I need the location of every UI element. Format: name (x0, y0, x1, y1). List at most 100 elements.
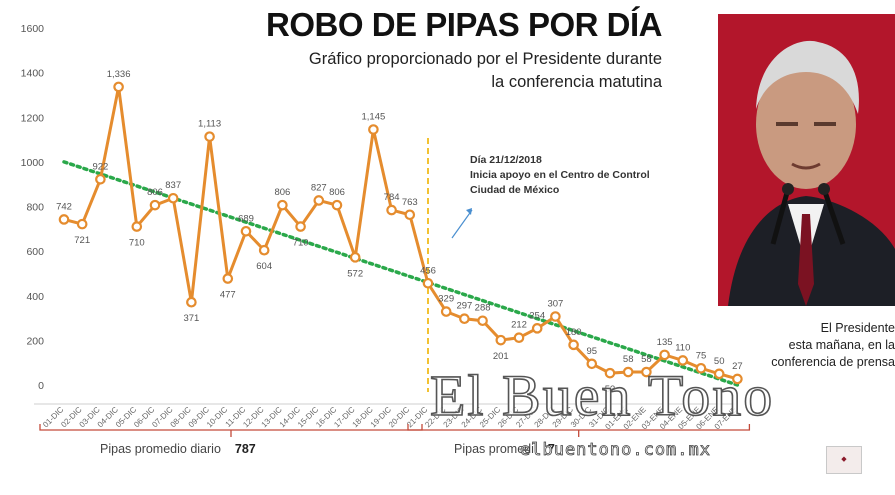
data-label: 58 (623, 354, 634, 365)
data-label: 53 (605, 384, 616, 395)
y-tick-label: 1200 (21, 112, 45, 124)
subtitle-line-1: Gráfico proporcionado por el Presidente … (308, 50, 662, 68)
data-point (167, 192, 179, 204)
data-label: 456 (420, 265, 436, 276)
data-point (331, 199, 343, 211)
data-label: 806 (147, 187, 163, 198)
data-point (550, 311, 561, 322)
data-label: 50 (714, 356, 725, 367)
data-label: 297 (456, 301, 472, 312)
data-point (604, 367, 616, 379)
data-label: 742 (56, 201, 72, 212)
average-1-text: Pipas promedio diario (100, 442, 221, 456)
data-point (531, 323, 543, 334)
y-tick-label: 0 (38, 380, 44, 392)
data-label: 784 (384, 192, 400, 203)
annotation-line-3: Ciudad de México (470, 184, 560, 196)
data-label: 371 (183, 313, 199, 324)
y-tick-label: 1000 (21, 157, 45, 169)
data-label: 180 (566, 327, 582, 338)
data-point (404, 209, 416, 221)
data-label: 477 (220, 290, 236, 301)
portrait-image (718, 14, 895, 306)
data-label: 710 (293, 238, 309, 249)
data-point (477, 315, 488, 327)
data-label: 212 (511, 320, 527, 331)
data-label: 307 (547, 299, 563, 310)
y-tick-label: 1600 (21, 23, 45, 35)
data-point (240, 225, 252, 237)
data-point (659, 349, 670, 361)
data-label: 1,336 (107, 69, 131, 80)
data-point (368, 124, 379, 135)
data-point (204, 131, 215, 142)
data-point (349, 252, 361, 263)
data-point (732, 373, 743, 385)
photo-caption: El Presidente esta mañana, en la confere… (720, 320, 895, 371)
data-point (222, 273, 234, 284)
gobierno-logo-icon: ◆ (826, 446, 862, 474)
bracket-period-1 (39, 424, 423, 437)
data-point (440, 306, 452, 317)
data-point (622, 366, 634, 378)
data-label: 721 (74, 235, 90, 246)
watermark-logo: El Buen Tono (429, 362, 775, 429)
chart-subtitle: Gráfico proporcionado por el Presidente … (300, 48, 662, 94)
data-label: 763 (402, 197, 418, 208)
data-point (76, 218, 88, 230)
data-label: 95 (587, 346, 598, 357)
data-label: 572 (347, 268, 363, 279)
data-point (495, 334, 507, 346)
data-label: 329 (438, 294, 454, 305)
annotation-line-2: Inicia apoyo en el Centro de Control (470, 169, 650, 181)
data-point (58, 214, 70, 225)
y-axis: 0 200 400 600 800 1000 1200 1400 1600 (21, 23, 45, 392)
chart-title: ROBO DE PIPAS POR DÍA (266, 6, 662, 43)
average-2-value: 7 (547, 442, 555, 456)
data-point (295, 221, 306, 232)
data-point (695, 362, 707, 374)
data-point (131, 221, 143, 232)
data-point (313, 195, 325, 206)
data-label: 710 (129, 238, 145, 249)
y-tick-label: 600 (26, 246, 44, 258)
data-point (113, 81, 124, 93)
y-tick-label: 200 (26, 335, 44, 347)
average-1-value: 787 (234, 442, 256, 456)
bracket-period-2 (407, 424, 751, 437)
annotation-arrowhead (466, 208, 472, 215)
data-point (386, 204, 397, 216)
annotation-note: Día 21/12/2018 Inicia apoyo en el Centro… (470, 153, 650, 198)
annotation-arrow (451, 209, 473, 239)
caption-line-3: conferencia de prensa (771, 355, 895, 369)
caption-line-2: esta mañana, en la (788, 338, 895, 352)
data-label: 827 (311, 182, 327, 193)
data-label: 689 (238, 213, 254, 224)
president-photo (718, 14, 895, 306)
data-point (677, 355, 689, 366)
average-label-2: Pipas promedi 7 (454, 442, 555, 456)
subtitle-line-2: la conferencia matutina (491, 73, 662, 91)
data-label: 58 (641, 354, 652, 365)
data-label: 110 (675, 342, 690, 353)
data-label: 806 (329, 187, 345, 198)
data-label: 201 (493, 351, 509, 362)
data-point (422, 277, 434, 289)
average-label-1: Pipas promedio diario 787 (100, 442, 256, 456)
data-point (149, 199, 161, 211)
data-label: 288 (475, 303, 491, 314)
y-tick-label: 400 (26, 291, 44, 303)
series-line (63, 86, 738, 381)
data-points (58, 81, 743, 385)
data-label: 1,113 (198, 119, 221, 130)
data-point (641, 366, 652, 378)
data-point (258, 244, 270, 256)
data-label: 1,145 (362, 112, 386, 123)
data-point (277, 199, 288, 211)
data-label: 135 (657, 337, 673, 348)
data-point (568, 339, 579, 351)
data-label: 75 (696, 350, 707, 361)
average-2-text: Pipas promedi (454, 442, 534, 456)
data-label: 837 (165, 180, 181, 191)
